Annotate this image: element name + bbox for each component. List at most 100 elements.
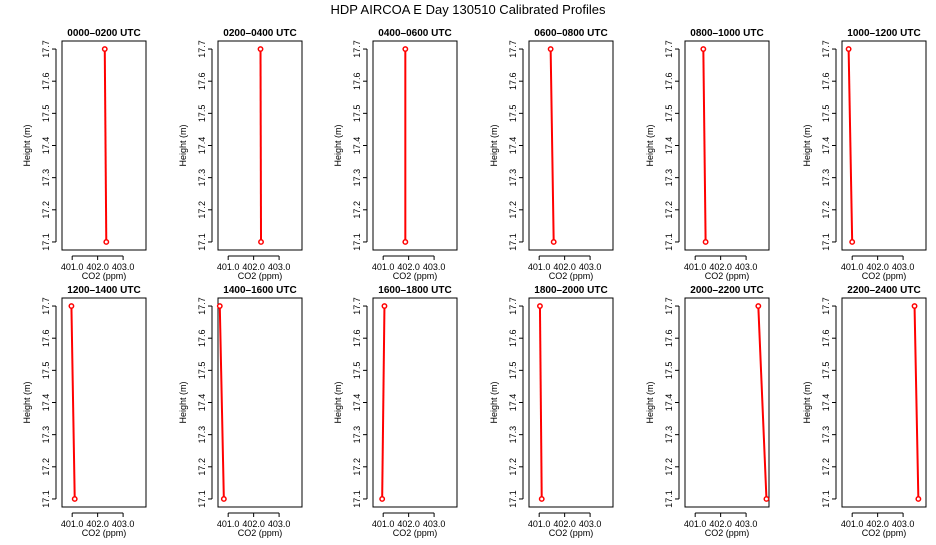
y-tick-label: 17.3	[664, 426, 674, 444]
x-tick-label: 402.0	[709, 262, 732, 272]
y-axis-label: Height (m)	[645, 381, 655, 423]
y-tick-label: 17.1	[41, 233, 51, 251]
plot-frame	[528, 40, 614, 251]
y-tick-label: 17.5	[352, 362, 362, 380]
y-tick-label: 17.4	[197, 137, 207, 155]
plot-frame	[841, 40, 927, 251]
data-point	[702, 239, 709, 245]
y-tick-label: 17.3	[41, 426, 51, 444]
panel-title: 1600–1800 UTC	[378, 285, 451, 296]
x-axis-label: CO2 (ppm)	[549, 528, 594, 538]
x-axis-label: CO2 (ppm)	[549, 271, 594, 281]
data-point	[68, 303, 75, 309]
profile-line	[103, 49, 108, 242]
y-tick-label: 17.3	[197, 169, 207, 187]
x-tick-label: 402.0	[242, 262, 265, 272]
data-point	[915, 496, 922, 502]
y-tick-label: 17.1	[352, 233, 362, 251]
y-tick-label: 17.5	[197, 362, 207, 380]
profile-line	[218, 306, 225, 499]
y-tick-label: 17.4	[352, 394, 362, 412]
y-tick-label: 17.6	[41, 329, 51, 347]
x-tick-label: 403.0	[579, 262, 602, 272]
profile-line	[549, 49, 555, 242]
data-point	[103, 239, 110, 245]
x-tick-label: 403.0	[268, 519, 291, 529]
y-tick-label: 17.1	[821, 233, 831, 251]
plot-frame	[528, 297, 614, 508]
x-tick-label: 402.0	[553, 519, 576, 529]
data-point	[845, 46, 852, 52]
x-axis-label: CO2 (ppm)	[393, 271, 438, 281]
panel-title: 2000–2200 UTC	[690, 285, 763, 296]
y-tick-label: 17.4	[41, 394, 51, 412]
y-tick-label: 17.2	[508, 201, 518, 219]
y-tick-label: 17.1	[508, 490, 518, 508]
x-axis-label: CO2 (ppm)	[705, 528, 750, 538]
x-tick-label: 401.0	[217, 262, 240, 272]
y-tick-label: 17.4	[508, 394, 518, 412]
y-axis-label: Height (m)	[178, 124, 188, 166]
data-point	[849, 239, 856, 245]
plot-frame	[684, 40, 770, 251]
data-point	[911, 303, 918, 309]
x-axis-label: CO2 (ppm)	[238, 271, 283, 281]
x-tick-label: 402.0	[709, 519, 732, 529]
y-tick-label: 17.7	[508, 297, 518, 315]
y-tick-label: 17.7	[352, 40, 362, 58]
y-tick-label: 17.2	[41, 201, 51, 219]
y-tick-label: 17.6	[664, 72, 674, 90]
y-tick-label: 17.5	[197, 105, 207, 123]
y-tick-label: 17.6	[352, 329, 362, 347]
profile-line	[70, 306, 76, 499]
x-tick-label: 401.0	[528, 262, 551, 272]
panel-title: 0800–1000 UTC	[690, 28, 763, 39]
data-point	[763, 496, 770, 502]
plot-frame	[217, 297, 303, 508]
y-tick-label: 17.6	[821, 329, 831, 347]
panel-title: 1200–1400 UTC	[67, 285, 140, 296]
y-tick-label: 17.7	[664, 40, 674, 58]
x-tick-label: 401.0	[372, 519, 395, 529]
x-tick-label: 401.0	[841, 519, 864, 529]
y-tick-label: 17.5	[821, 362, 831, 380]
y-tick-label: 17.3	[352, 169, 362, 187]
x-axis-label: CO2 (ppm)	[82, 271, 127, 281]
y-tick-label: 17.7	[508, 40, 518, 58]
y-tick-label: 17.7	[41, 297, 51, 315]
y-tick-label: 17.2	[41, 458, 51, 476]
y-tick-label: 17.5	[508, 105, 518, 123]
y-tick-label: 17.6	[821, 72, 831, 90]
y-tick-label: 17.1	[197, 233, 207, 251]
data-point	[402, 46, 409, 52]
x-tick-label: 401.0	[61, 262, 84, 272]
y-tick-label: 17.6	[197, 329, 207, 347]
y-tick-label: 17.6	[197, 72, 207, 90]
y-tick-label: 17.1	[821, 490, 831, 508]
y-axis-label: Height (m)	[22, 124, 32, 166]
x-axis-label: CO2 (ppm)	[238, 528, 283, 538]
data-point	[536, 303, 543, 309]
panel-title: 2200–2400 UTC	[847, 285, 920, 296]
y-tick-label: 17.3	[664, 169, 674, 187]
panel-title: 1000–1200 UTC	[847, 28, 920, 39]
y-tick-label: 17.2	[664, 458, 674, 476]
y-axis-label: Height (m)	[333, 124, 343, 166]
y-tick-label: 17.7	[664, 297, 674, 315]
y-tick-label: 17.3	[508, 426, 518, 444]
y-tick-label: 17.2	[197, 458, 207, 476]
x-tick-label: 401.0	[684, 519, 707, 529]
x-axis-label: CO2 (ppm)	[82, 528, 127, 538]
y-tick-label: 17.3	[821, 426, 831, 444]
plot-frame	[372, 297, 458, 508]
y-tick-label: 17.2	[352, 201, 362, 219]
panel-title: 0000–0200 UTC	[67, 28, 140, 39]
y-tick-label: 17.5	[664, 105, 674, 123]
plot-frame	[61, 40, 147, 251]
